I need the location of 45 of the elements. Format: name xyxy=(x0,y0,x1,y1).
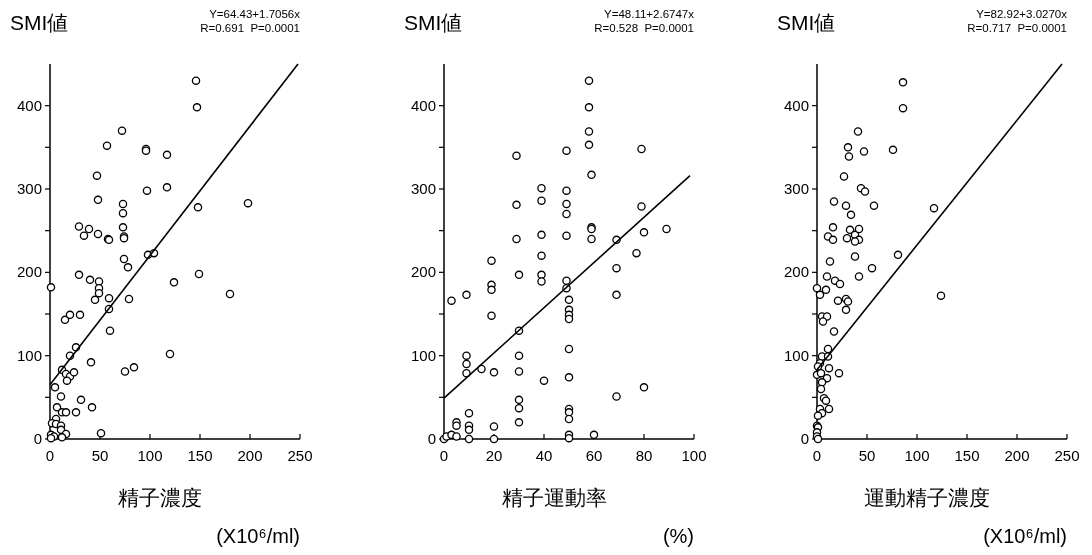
y-axis-title: SMI値 xyxy=(777,11,836,34)
x-tick-label: 20 xyxy=(485,447,503,464)
text: R=0.691 P=0.0001 xyxy=(200,22,300,34)
x-tick-label: 0 xyxy=(812,447,822,464)
x-tick-label: 250 xyxy=(1054,447,1080,464)
x-tick-label: 60 xyxy=(585,447,603,464)
x-tick-label: 0 xyxy=(45,447,55,464)
x-tick-label: 50 xyxy=(91,447,109,464)
y-tick-label: 400 xyxy=(410,96,436,114)
x-axis-title: 運動精子濃度 (X10⁶/ml) xyxy=(864,486,1067,547)
x-tick-label: 100 xyxy=(681,447,707,464)
x-tick-label: 0 xyxy=(439,447,449,464)
x-axis-title: 精子濃度 (X10⁶/ml) xyxy=(118,486,300,547)
y-tick-label: 100 xyxy=(16,346,42,364)
y-tick-label: 400 xyxy=(16,96,42,114)
x-tick-label: 200 xyxy=(1004,447,1030,464)
y-tick-label: 200 xyxy=(783,263,809,281)
x-tick-label: 200 xyxy=(237,447,263,464)
text: R=0.528 P=0.0001 xyxy=(594,22,694,34)
y-axis-title: SMI値 xyxy=(404,11,463,34)
x-tick-label: 100 xyxy=(137,447,163,464)
x-tick-label: 150 xyxy=(187,447,213,464)
y-tick-label: 400 xyxy=(783,96,809,114)
y-tick-label: 300 xyxy=(16,180,42,197)
y-tick-label: 100 xyxy=(410,346,436,364)
y-tick-label: 0 xyxy=(800,430,809,447)
text: Y=48.11+2.6747x xyxy=(604,8,695,20)
y-tick-label: 300 xyxy=(410,180,436,197)
y-tick-label: 100 xyxy=(783,346,809,364)
text: Y=82.92+3.0270x xyxy=(976,8,1068,20)
x-tick-label: 100 xyxy=(904,447,930,464)
x-tick-label: 80 xyxy=(635,447,653,464)
y-tick-label: 200 xyxy=(16,263,42,281)
x-tick-label: 150 xyxy=(954,447,980,464)
text: R=0.717 P=0.0001 xyxy=(967,22,1067,34)
y-tick-label: 300 xyxy=(783,180,809,197)
text: 精子運動率 (%) xyxy=(501,486,694,547)
text: Y=64.43+1.7056x xyxy=(209,8,301,20)
y-tick-label: 200 xyxy=(410,263,436,281)
x-tick-label: 250 xyxy=(287,447,313,464)
y-axis-title: SMI値 xyxy=(10,11,69,34)
y-tick-label: 0 xyxy=(427,430,436,447)
y-tick-label: 0 xyxy=(33,430,42,447)
x-tick-label: 40 xyxy=(535,447,553,464)
x-tick-label: 50 xyxy=(858,447,876,464)
